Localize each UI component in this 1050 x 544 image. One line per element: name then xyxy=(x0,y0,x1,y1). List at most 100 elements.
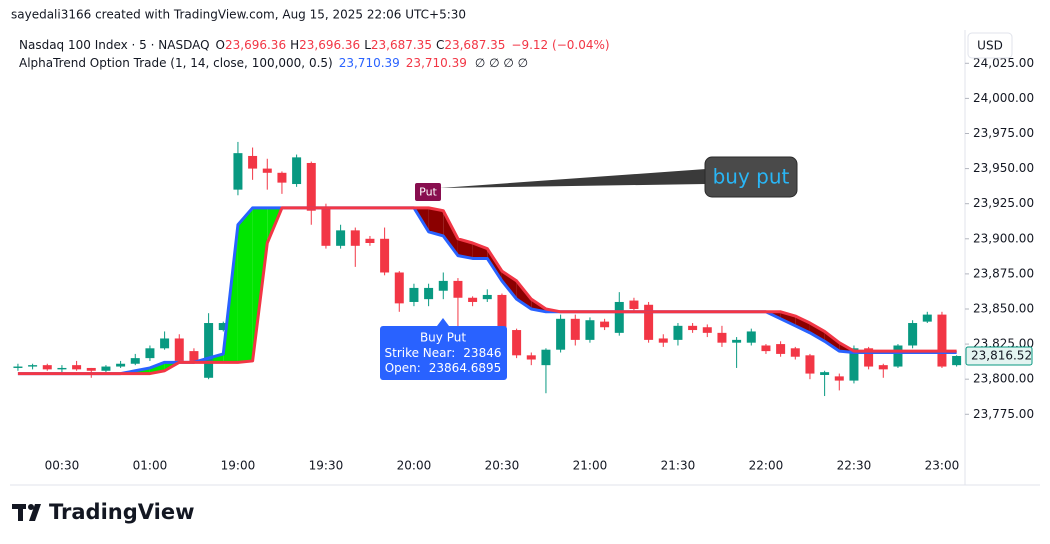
candle-body xyxy=(820,372,830,375)
candle-body xyxy=(864,348,874,367)
candle-body xyxy=(321,207,331,246)
candle-body xyxy=(380,238,390,273)
candle-body xyxy=(453,280,463,298)
x-tick-label: 22:00 xyxy=(749,459,784,473)
candle-body xyxy=(336,230,346,246)
candle-body xyxy=(365,238,375,243)
plot xyxy=(13,141,962,397)
signal-pointer xyxy=(437,318,449,326)
signal-strike: Strike Near: 23846 xyxy=(385,346,502,360)
indicator-value: 23,710.39 xyxy=(406,56,467,70)
candle-body xyxy=(629,300,639,309)
x-tick-label: 22:30 xyxy=(837,459,872,473)
y-tick-label: 23,900.00 xyxy=(973,231,1034,245)
candle-body xyxy=(116,363,126,367)
candle-body xyxy=(13,366,23,368)
candle-body xyxy=(526,355,536,360)
callout-text: buy put xyxy=(713,165,790,189)
trend-fill xyxy=(824,331,840,352)
logo-shape xyxy=(28,504,34,510)
last-price-label: 23,816.52 xyxy=(971,348,1032,362)
x-tick-label: 19:30 xyxy=(309,459,344,473)
x-tick-label: 01:00 xyxy=(133,459,168,473)
y-tick-label: 23,975.00 xyxy=(973,126,1034,140)
candle-body xyxy=(248,155,258,169)
x-tick-label: 21:00 xyxy=(573,459,608,473)
strike-label: Strike Near: xyxy=(385,346,456,360)
candle-body xyxy=(482,294,492,300)
ohlc-key: H xyxy=(290,38,299,52)
candle-body xyxy=(834,376,844,381)
candle-body xyxy=(556,318,566,350)
trend-fill xyxy=(516,280,532,309)
logo-shape xyxy=(29,504,41,521)
x-tick-label: 21:30 xyxy=(661,459,696,473)
candle-body xyxy=(350,230,360,246)
candle-body xyxy=(541,349,551,366)
callout xyxy=(704,156,798,198)
candle-body xyxy=(497,294,507,331)
candle-body xyxy=(644,304,654,340)
trend-fill xyxy=(795,316,810,333)
candle-body xyxy=(790,348,800,357)
candle-body xyxy=(42,365,52,370)
candle-body xyxy=(702,327,712,333)
candle-body xyxy=(893,345,903,367)
candle-body xyxy=(922,314,932,322)
candle-body xyxy=(189,351,199,361)
brand-logo xyxy=(12,504,41,521)
candle-body xyxy=(908,323,918,346)
candle-body xyxy=(512,330,522,356)
candle-body xyxy=(292,157,302,185)
ohlc-key: L xyxy=(364,38,371,52)
candle-body xyxy=(204,323,214,378)
trend-fill xyxy=(501,271,517,300)
indicator-value: 23,710.39 xyxy=(339,56,400,70)
put-marker xyxy=(415,183,441,201)
candle-body xyxy=(849,348,859,381)
trend-fill xyxy=(457,238,473,259)
candle-body xyxy=(438,280,448,291)
candle-body xyxy=(409,287,419,302)
candle-body xyxy=(658,338,668,343)
candle-body xyxy=(72,365,82,370)
ohlc-value: 23,696.36 xyxy=(299,38,360,52)
trend-fill xyxy=(443,210,458,256)
signal-title: Buy Put xyxy=(420,331,466,345)
y-tick-label: 23,775.00 xyxy=(973,407,1034,421)
axes: 23,775.0023,800.0023,825.0023,850.0023,8… xyxy=(45,56,1034,473)
y-tick-label: 23,925.00 xyxy=(973,196,1034,210)
candle-body xyxy=(468,297,478,302)
trend-fill xyxy=(809,323,825,342)
ohlc-value: 23,696.36 xyxy=(225,38,286,52)
strike-value: 23846 xyxy=(463,346,501,360)
candle-body xyxy=(688,325,698,331)
candle-body xyxy=(952,355,962,366)
candle-body xyxy=(805,355,815,374)
y-tick-label: 23,950.00 xyxy=(973,161,1034,175)
candle-body xyxy=(145,348,155,359)
open-label: Open: xyxy=(385,361,421,375)
currency[interactable]: USD xyxy=(977,39,1003,53)
candle-body xyxy=(570,318,580,340)
candle-body xyxy=(776,344,786,354)
x-tick-label: 23:00 xyxy=(925,459,960,473)
legend-main: Nasdaq 100 Index · 5 · NASDAQ O23,696.36 H… xyxy=(19,38,610,52)
candle-body xyxy=(732,339,742,343)
ohlc-value: 23,687.35 xyxy=(444,38,505,52)
candle-body xyxy=(761,345,771,352)
candle-body xyxy=(424,287,434,300)
candle-body xyxy=(937,314,947,367)
change: −9.12 (−0.04%) xyxy=(511,38,609,52)
candle-body xyxy=(585,320,595,340)
y-tick-label: 23,800.00 xyxy=(973,372,1034,386)
candle-body xyxy=(233,153,243,190)
candle-body xyxy=(262,168,272,173)
candle-body xyxy=(28,365,38,367)
x-tick-label: 20:00 xyxy=(397,459,432,473)
x-tick-label: 19:00 xyxy=(221,459,256,473)
currency-button[interactable] xyxy=(967,32,1013,59)
indicator-name: AlphaTrend Option Trade (1, 14, close, 1… xyxy=(19,56,333,70)
